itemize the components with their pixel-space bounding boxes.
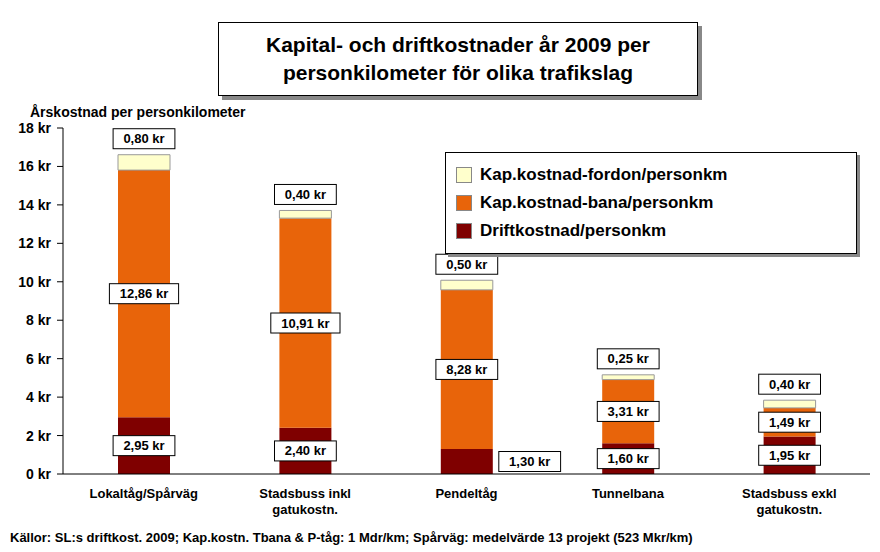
svg-text:gatukostn.: gatukostn. xyxy=(756,502,822,517)
svg-text:0 kr: 0 kr xyxy=(26,466,51,482)
svg-text:12,86 kr: 12,86 kr xyxy=(120,286,168,301)
svg-text:2,40 kr: 2,40 kr xyxy=(285,443,326,458)
html-text:Källor: SL:s driftkost. 2009;: Källor: SL:s driftkost. 2009; Kap.kostn.… xyxy=(10,530,693,545)
html-text:Kap.kostnad-fordon/personkm: Kap.kostnad-fordon/personkm xyxy=(480,165,728,184)
html-text:Kap.kostnad-bana/personkm: Kap.kostnad-bana/personkm xyxy=(480,193,714,212)
svg-text:8 kr: 8 kr xyxy=(26,312,51,328)
svg-text:0,40 kr: 0,40 kr xyxy=(769,377,810,392)
svg-text:0,25 kr: 0,25 kr xyxy=(608,351,649,366)
svg-text:0,50 kr: 0,50 kr xyxy=(446,257,487,272)
svg-text:gatukostn.: gatukostn. xyxy=(272,502,338,517)
svg-text:3,31 kr: 3,31 kr xyxy=(608,404,649,419)
html-text:Driftkostnad/personkm: Driftkostnad/personkm xyxy=(480,221,667,240)
svg-text:10 kr: 10 kr xyxy=(18,274,51,290)
svg-text:1,30 kr: 1,30 kr xyxy=(509,454,550,469)
svg-text:Tunnelbana: Tunnelbana xyxy=(592,486,665,501)
svg-text:2,95 kr: 2,95 kr xyxy=(123,438,164,453)
svg-text:Pendeltåg: Pendeltåg xyxy=(435,486,497,501)
svg-text:Stadsbuss inkl: Stadsbuss inkl xyxy=(259,486,351,501)
svg-text:2 kr: 2 kr xyxy=(26,428,51,444)
svg-text:1,49 kr: 1,49 kr xyxy=(769,415,810,430)
svg-text:8,28 kr: 8,28 kr xyxy=(446,362,487,377)
svg-text:0,40 kr: 0,40 kr xyxy=(285,187,326,202)
svg-text:Stadsbuss exkl: Stadsbuss exkl xyxy=(742,486,837,501)
html-text:Årskostnad per personkilometer: Årskostnad per personkilometer xyxy=(30,104,246,120)
svg-text:1,95 kr: 1,95 kr xyxy=(769,448,810,463)
svg-text:1,60 kr: 1,60 kr xyxy=(608,451,649,466)
svg-text:16 kr: 16 kr xyxy=(18,158,51,174)
svg-text:Lokaltåg/Spårväg: Lokaltåg/Spårväg xyxy=(90,486,198,501)
svg-text:4 kr: 4 kr xyxy=(26,389,51,405)
svg-text:18 kr: 18 kr xyxy=(18,120,51,136)
svg-text:12 kr: 12 kr xyxy=(18,235,51,251)
svg-text:6 kr: 6 kr xyxy=(26,351,51,367)
svg-text:0,80 kr: 0,80 kr xyxy=(123,131,164,146)
svg-text:10,91 kr: 10,91 kr xyxy=(281,316,329,331)
svg-text:14 kr: 14 kr xyxy=(18,197,51,213)
html-text:Kapital- och driftkostnader år: Kapital- och driftkostnader år 2009 per … xyxy=(266,33,650,84)
